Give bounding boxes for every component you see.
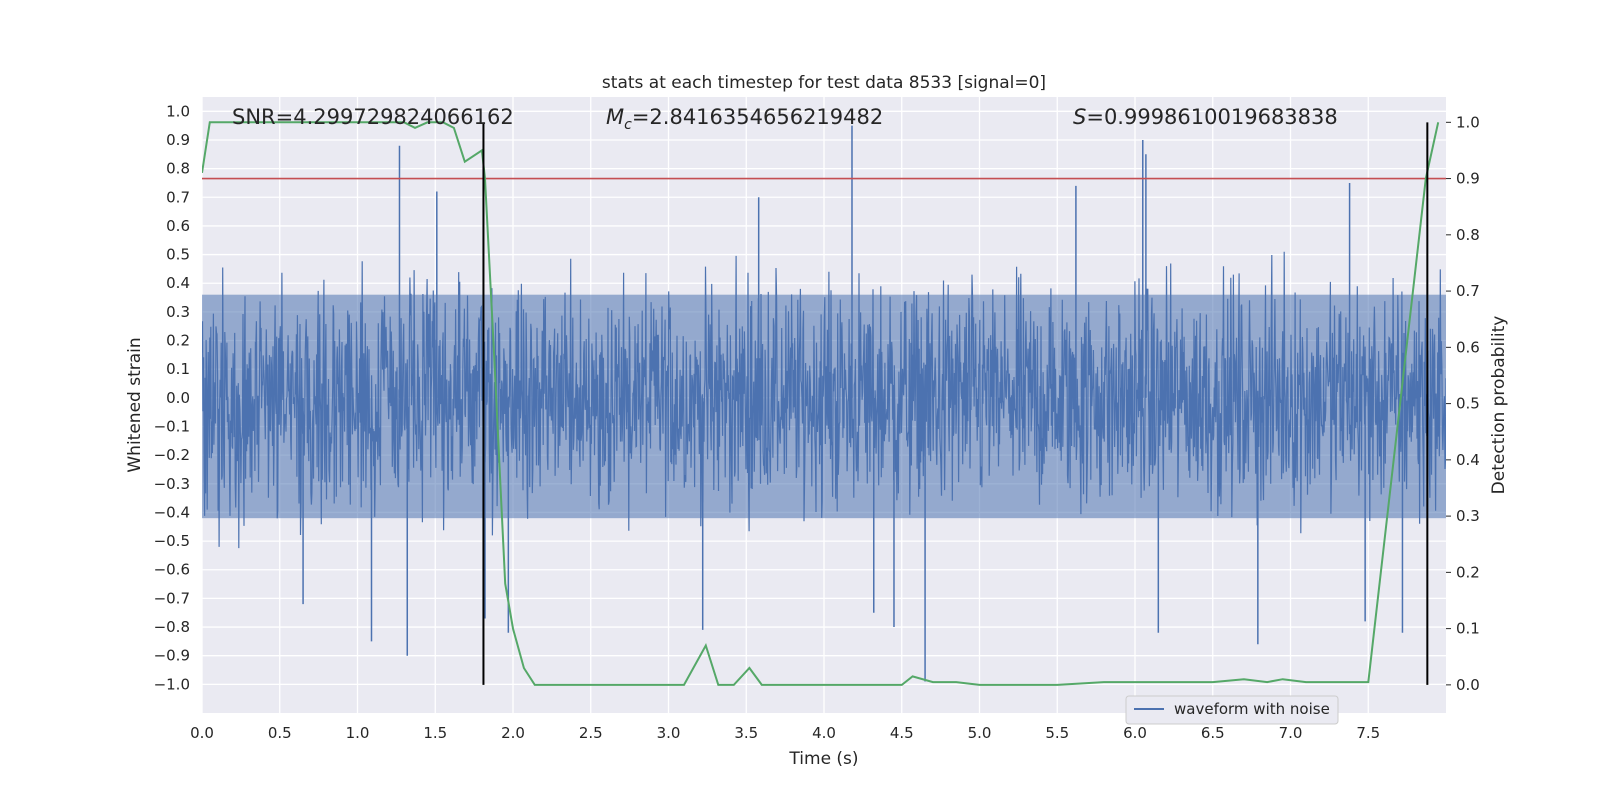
- y-tick-label: −0.4: [154, 503, 190, 521]
- y2-tick-label: 0.3: [1456, 507, 1480, 525]
- x-tick-label: 7.5: [1356, 724, 1380, 742]
- y2-tick-label: 0.0: [1456, 676, 1480, 694]
- chirp-mass-subscript: c: [624, 117, 632, 133]
- y-tick-label: −0.8: [154, 618, 190, 636]
- snr-annotation: SNR=4.299729824066162: [232, 105, 514, 129]
- x-tick-label: 6.5: [1201, 724, 1225, 742]
- y-tick-label: 0.4: [166, 274, 190, 292]
- y2-tick-label: 0.8: [1456, 226, 1480, 244]
- y2-tick-label: 0.4: [1456, 451, 1480, 469]
- y-tick-label: 1.0: [166, 102, 190, 120]
- y2-tick-label: 0.9: [1456, 170, 1480, 188]
- y-tick-label: −0.3: [154, 475, 190, 493]
- event-lines: [482, 122, 1429, 685]
- legend-box: [1125, 695, 1339, 725]
- y2-tick-label: 0.2: [1456, 563, 1480, 581]
- x-tick-label: 3.5: [734, 724, 758, 742]
- x-axis-label: Time (s): [788, 749, 858, 769]
- x-tick-label: 4.0: [812, 724, 836, 742]
- x-tick-label: 2.5: [579, 724, 603, 742]
- y-tick-labels: 1.0 0.9 0.8 0.7 0.6 0.5 0.4 0.3 0.2 0.1 0.0 −0.1 −0.…: [154, 102, 190, 693]
- chirp-mass-annotation: Mc=2.8416354656219482: [606, 105, 883, 133]
- chart-title: stats at each timestep for test data 853…: [602, 73, 1046, 93]
- y2-tick-label: 1.0: [1456, 113, 1480, 131]
- waveform-series: [202, 125, 1446, 682]
- x-tick-label: 1.0: [346, 724, 370, 742]
- x-tick-label: 0.5: [268, 724, 292, 742]
- y-tick-label: 0.7: [166, 188, 190, 206]
- detection-probability-line: [202, 121, 1440, 686]
- y-tick-label: 0.6: [166, 217, 190, 235]
- y-tick-label: −0.2: [154, 446, 190, 464]
- y-tick-label: −0.5: [154, 532, 190, 550]
- y-tick-label: 0.5: [166, 246, 190, 264]
- x-tick-label: 5.0: [968, 724, 992, 742]
- y2-tick-labels: 1.0 0.9 0.8 0.7 0.6 0.5 0.4 0.3 0.2 0.1 0.0: [1446, 113, 1480, 694]
- chirp-mass-value: =2.8416354656219482: [632, 105, 883, 129]
- y-tick-label: 0.2: [166, 332, 190, 350]
- x-tick-label: 4.5: [890, 724, 914, 742]
- y-tick-label: 0.8: [166, 160, 190, 178]
- y-tick-label: 0.1: [166, 360, 190, 378]
- x-tick-label: 6.0: [1123, 724, 1147, 742]
- chirp-mass-symbol: M: [606, 105, 624, 129]
- probability-layer: [202, 121, 1446, 686]
- significance-value: =0.9998610019683838: [1086, 105, 1337, 129]
- legend: waveform with noise: [1125, 695, 1339, 725]
- y2-tick-label: 0.6: [1456, 338, 1480, 356]
- x-tick-label: 1.5: [423, 724, 447, 742]
- x-tick-label: 5.5: [1045, 724, 1069, 742]
- y2-tick-label: 0.7: [1456, 282, 1480, 300]
- x-tick-label: 7.0: [1279, 724, 1303, 742]
- legend-entry-waveform: waveform with noise: [1174, 700, 1330, 718]
- y2-tick-label: 0.5: [1456, 395, 1480, 413]
- y-tick-label: 0.9: [166, 131, 190, 149]
- x-tick-label: 3.0: [657, 724, 681, 742]
- y-tick-label: −0.9: [154, 647, 190, 665]
- x-tick-labels: 0.0 0.5 1.0 1.5 2.0 2.5 3.0 3.5 4.0 4.5 5.0 5.5 6.0 6…: [190, 724, 1380, 742]
- y-tick-label: 0.0: [166, 389, 190, 407]
- y2-tick-label: 0.1: [1456, 620, 1480, 638]
- y-tick-label: −0.7: [154, 589, 190, 607]
- significance-annotation: S=0.9998610019683838: [1073, 105, 1338, 129]
- significance-symbol: S: [1073, 105, 1086, 129]
- x-tick-label: 2.0: [501, 724, 525, 742]
- y-axis-label: Whitened strain: [125, 337, 145, 472]
- y-tick-label: −1.0: [154, 675, 190, 693]
- y-tick-label: −0.1: [154, 417, 190, 435]
- y-tick-label: −0.6: [154, 561, 190, 579]
- y-tick-label: 0.3: [166, 303, 190, 321]
- y2-axis-label: Detection probability: [1489, 316, 1509, 495]
- x-tick-label: 0.0: [190, 724, 214, 742]
- waveform-core-band: [202, 294, 1446, 519]
